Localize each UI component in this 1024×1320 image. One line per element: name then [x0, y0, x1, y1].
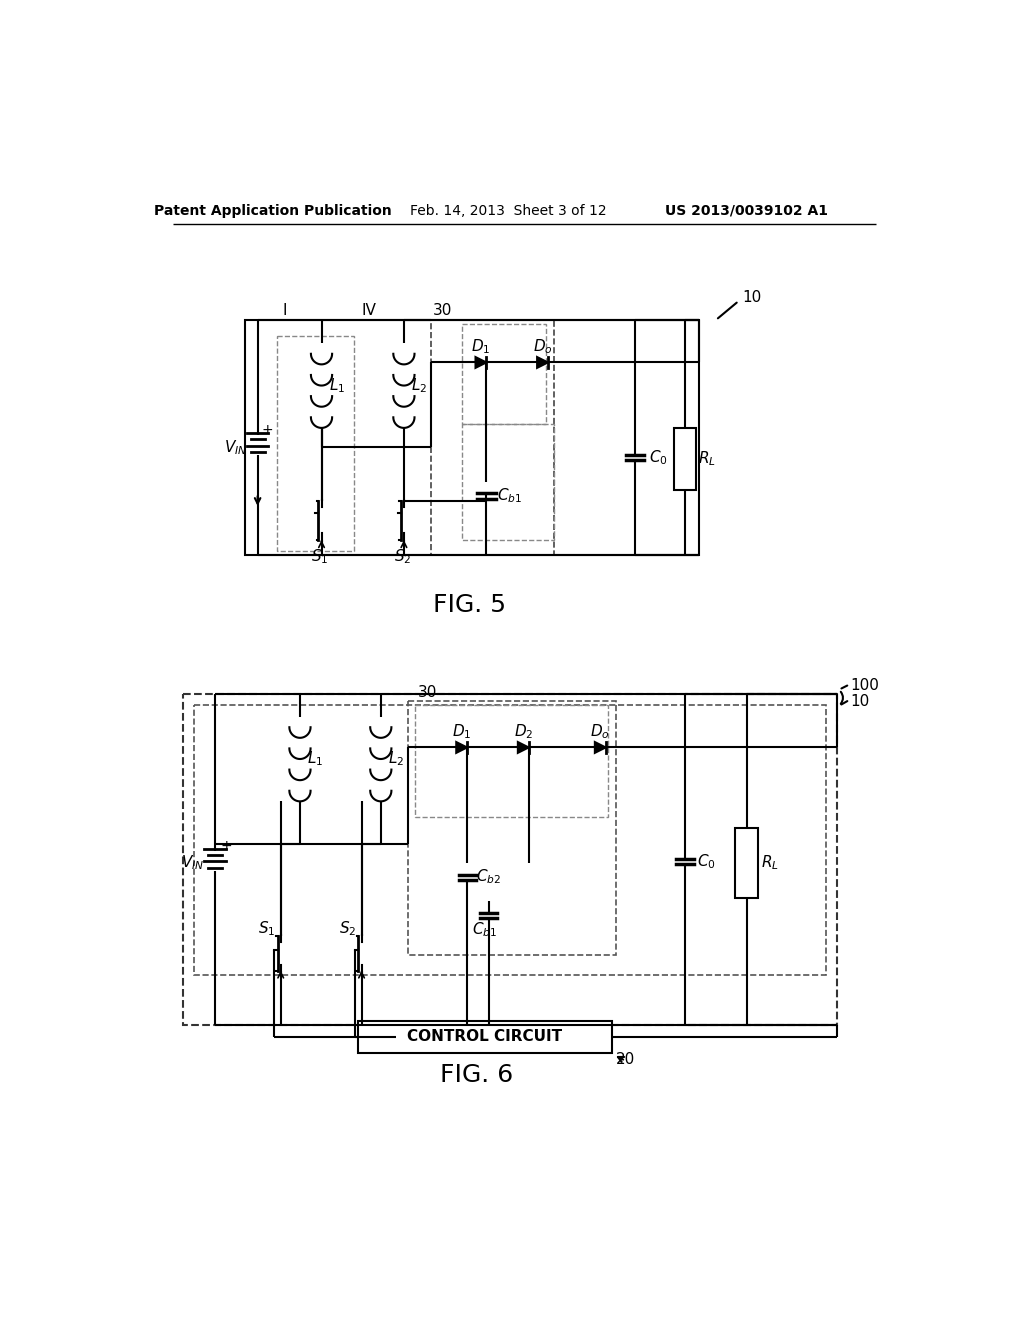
Text: $R_L$: $R_L$	[761, 854, 778, 873]
Polygon shape	[457, 742, 467, 752]
Text: FIG. 6: FIG. 6	[440, 1063, 514, 1086]
FancyBboxPatch shape	[735, 829, 758, 898]
Text: $C_{b1}$: $C_{b1}$	[472, 920, 498, 940]
Text: 100: 100	[851, 678, 880, 693]
Text: $S_1$: $S_1$	[311, 546, 329, 566]
Text: $C_{b1}$: $C_{b1}$	[497, 486, 522, 506]
Polygon shape	[595, 742, 605, 752]
Text: $L_1$: $L_1$	[307, 750, 324, 768]
Text: Patent Application Publication: Patent Application Publication	[155, 203, 392, 218]
FancyBboxPatch shape	[674, 428, 695, 490]
Polygon shape	[518, 742, 528, 752]
Text: $D_2$: $D_2$	[514, 723, 532, 742]
Text: $L_2$: $L_2$	[412, 376, 427, 395]
Text: $V_{IN}$: $V_{IN}$	[224, 438, 248, 457]
Text: $C_0$: $C_0$	[697, 853, 716, 871]
Text: $D_o$: $D_o$	[532, 338, 552, 356]
Text: 20: 20	[615, 1052, 635, 1067]
Polygon shape	[538, 358, 548, 368]
Text: CONTROL CIRCUIT: CONTROL CIRCUIT	[408, 1030, 562, 1044]
Text: 10: 10	[742, 289, 762, 305]
FancyBboxPatch shape	[357, 1020, 611, 1053]
Text: 30: 30	[418, 685, 436, 700]
Polygon shape	[475, 358, 486, 368]
Text: $C_0$: $C_0$	[648, 447, 668, 466]
Text: +: +	[261, 424, 272, 437]
Text: $D_o$: $D_o$	[591, 723, 610, 742]
Text: $L_1$: $L_1$	[329, 376, 345, 395]
Text: 10: 10	[851, 694, 869, 709]
Text: Feb. 14, 2013  Sheet 3 of 12: Feb. 14, 2013 Sheet 3 of 12	[410, 203, 606, 218]
Text: 30: 30	[433, 302, 453, 318]
Text: I: I	[283, 302, 287, 318]
Text: +: +	[220, 840, 231, 853]
Text: $S_2$: $S_2$	[339, 919, 356, 937]
Text: $S_1$: $S_1$	[258, 919, 275, 937]
Text: $C_{b2}$: $C_{b2}$	[476, 867, 501, 886]
Text: $V_{IN}$: $V_{IN}$	[180, 854, 204, 873]
Text: $S_2$: $S_2$	[393, 546, 411, 566]
Text: $L_2$: $L_2$	[388, 750, 404, 768]
Text: FIG. 5: FIG. 5	[433, 593, 506, 616]
Text: $R_L$: $R_L$	[697, 449, 716, 469]
Text: US 2013/0039102 A1: US 2013/0039102 A1	[665, 203, 828, 218]
Text: IV: IV	[361, 302, 377, 318]
Text: $D_1$: $D_1$	[452, 723, 471, 742]
Text: $D_1$: $D_1$	[471, 338, 490, 356]
